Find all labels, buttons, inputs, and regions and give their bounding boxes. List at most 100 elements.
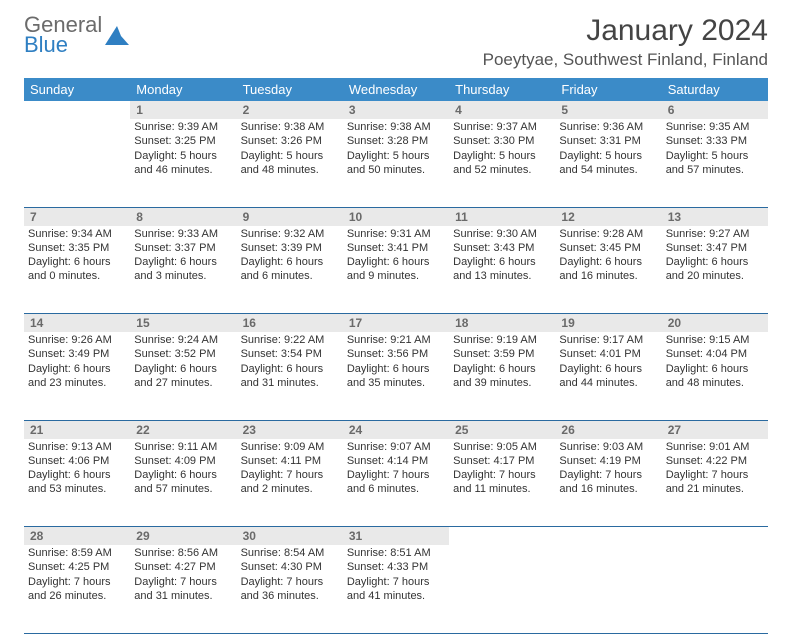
title-block: January 2024 Poeytyae, Southwest Finland…: [483, 14, 768, 70]
daylight-text: Daylight: 7 hours and 2 minutes.: [241, 468, 339, 497]
day-details: Sunrise: 9:37 AMSunset: 3:30 PMDaylight:…: [449, 119, 555, 181]
day-number-cell: 11: [449, 207, 555, 226]
daylight-text: Daylight: 7 hours and 31 minutes.: [134, 575, 232, 604]
daylight-text: Daylight: 7 hours and 36 minutes.: [241, 575, 339, 604]
sunrise-text: Sunrise: 9:01 AM: [666, 440, 764, 454]
day-content-cell: Sunrise: 9:13 AMSunset: 4:06 PMDaylight:…: [24, 439, 130, 527]
day-number-cell: 21: [24, 420, 130, 439]
day-content-cell: Sunrise: 9:22 AMSunset: 3:54 PMDaylight:…: [237, 332, 343, 420]
calendar-head: SundayMondayTuesdayWednesdayThursdayFrid…: [24, 78, 768, 101]
day-content-row: Sunrise: 9:26 AMSunset: 3:49 PMDaylight:…: [24, 332, 768, 420]
day-header: Thursday: [449, 78, 555, 101]
sunrise-text: Sunrise: 9:37 AM: [453, 120, 551, 134]
day-details: Sunrise: 8:51 AMSunset: 4:33 PMDaylight:…: [343, 545, 449, 607]
daylight-text: Daylight: 5 hours and 50 minutes.: [347, 149, 445, 178]
sunset-text: Sunset: 3:30 PM: [453, 134, 551, 148]
day-content-cell: Sunrise: 9:37 AMSunset: 3:30 PMDaylight:…: [449, 119, 555, 207]
sunset-text: Sunset: 4:22 PM: [666, 454, 764, 468]
sunrise-text: Sunrise: 9:32 AM: [241, 227, 339, 241]
day-content-cell: [449, 545, 555, 633]
sunset-text: Sunset: 4:04 PM: [666, 347, 764, 361]
day-number-cell: 23: [237, 420, 343, 439]
sunset-text: Sunset: 3:49 PM: [28, 347, 126, 361]
day-content-cell: Sunrise: 8:59 AMSunset: 4:25 PMDaylight:…: [24, 545, 130, 633]
logo-mark-icon: [104, 24, 130, 46]
day-details: Sunrise: 9:30 AMSunset: 3:43 PMDaylight:…: [449, 226, 555, 288]
daylight-text: Daylight: 5 hours and 46 minutes.: [134, 149, 232, 178]
day-number-cell: 8: [130, 207, 236, 226]
daylight-text: Daylight: 5 hours and 54 minutes.: [559, 149, 657, 178]
sunset-text: Sunset: 4:33 PM: [347, 560, 445, 574]
day-details: Sunrise: 9:36 AMSunset: 3:31 PMDaylight:…: [555, 119, 661, 181]
day-header: Monday: [130, 78, 236, 101]
daylight-text: Daylight: 7 hours and 41 minutes.: [347, 575, 445, 604]
day-content-cell: Sunrise: 9:26 AMSunset: 3:49 PMDaylight:…: [24, 332, 130, 420]
day-number-row: 14151617181920: [24, 314, 768, 333]
day-number-cell: 2: [237, 101, 343, 119]
sunset-text: Sunset: 3:56 PM: [347, 347, 445, 361]
sunrise-text: Sunrise: 9:05 AM: [453, 440, 551, 454]
daylight-text: Daylight: 7 hours and 11 minutes.: [453, 468, 551, 497]
day-details: Sunrise: 9:11 AMSunset: 4:09 PMDaylight:…: [130, 439, 236, 501]
day-number-row: 123456: [24, 101, 768, 119]
day-number-row: 21222324252627: [24, 420, 768, 439]
day-number-row: 78910111213: [24, 207, 768, 226]
day-details: Sunrise: 9:15 AMSunset: 4:04 PMDaylight:…: [662, 332, 768, 394]
daylight-text: Daylight: 6 hours and 6 minutes.: [241, 255, 339, 284]
sunrise-text: Sunrise: 9:34 AM: [28, 227, 126, 241]
day-details: Sunrise: 8:56 AMSunset: 4:27 PMDaylight:…: [130, 545, 236, 607]
sunrise-text: Sunrise: 9:24 AM: [134, 333, 232, 347]
day-header-row: SundayMondayTuesdayWednesdayThursdayFrid…: [24, 78, 768, 101]
sunset-text: Sunset: 4:27 PM: [134, 560, 232, 574]
day-details: Sunrise: 9:39 AMSunset: 3:25 PMDaylight:…: [130, 119, 236, 181]
day-content-cell: Sunrise: 9:28 AMSunset: 3:45 PMDaylight:…: [555, 226, 661, 314]
day-number-cell: 27: [662, 420, 768, 439]
day-content-cell: Sunrise: 9:05 AMSunset: 4:17 PMDaylight:…: [449, 439, 555, 527]
location-text: Poeytyae, Southwest Finland, Finland: [483, 50, 768, 70]
day-number-cell: 26: [555, 420, 661, 439]
day-content-cell: [555, 545, 661, 633]
calendar-table: SundayMondayTuesdayWednesdayThursdayFrid…: [24, 78, 768, 634]
daylight-text: Daylight: 7 hours and 21 minutes.: [666, 468, 764, 497]
day-details: Sunrise: 9:05 AMSunset: 4:17 PMDaylight:…: [449, 439, 555, 501]
day-number-cell: 31: [343, 527, 449, 546]
daylight-text: Daylight: 6 hours and 35 minutes.: [347, 362, 445, 391]
day-details: Sunrise: 9:13 AMSunset: 4:06 PMDaylight:…: [24, 439, 130, 501]
sunrise-text: Sunrise: 9:38 AM: [347, 120, 445, 134]
daylight-text: Daylight: 6 hours and 27 minutes.: [134, 362, 232, 391]
day-content-row: Sunrise: 9:13 AMSunset: 4:06 PM Daylight:…: [24, 439, 768, 527]
day-content-cell: Sunrise: 8:51 AMSunset: 4:33 PMDaylight:…: [343, 545, 449, 633]
day-content-cell: Sunrise: 9:01 AMSunset: 4:22 PMDaylight:…: [662, 439, 768, 527]
sunrise-text: Sunrise: 9:22 AM: [241, 333, 339, 347]
sunset-text: Sunset: 3:39 PM: [241, 241, 339, 255]
logo: General Blue: [24, 14, 130, 56]
day-details: Sunrise: 9:09 AMSunset: 4:11 PMDaylight:…: [237, 439, 343, 501]
day-content-cell: [662, 545, 768, 633]
day-content-cell: Sunrise: 9:31 AMSunset: 3:41 PMDaylight:…: [343, 226, 449, 314]
day-number-cell: 10: [343, 207, 449, 226]
day-content-cell: Sunrise: 9:39 AMSunset: 3:25 PMDaylight:…: [130, 119, 236, 207]
daylight-text: Daylight: 7 hours and 16 minutes.: [559, 468, 657, 497]
sunrise-text: Sunrise: 9:03 AM: [559, 440, 657, 454]
sunrise-text: Sunrise: 9:17 AM: [559, 333, 657, 347]
sunrise-text: Sunrise: 9:13 AM: [28, 440, 126, 454]
day-content-cell: Sunrise: 9:30 AMSunset: 3:43 PMDaylight:…: [449, 226, 555, 314]
daylight-text: Daylight: 6 hours and 3 minutes.: [134, 255, 232, 284]
sunset-text: Sunset: 4:06 PM: [28, 454, 126, 468]
sunrise-text: Sunrise: 9:21 AM: [347, 333, 445, 347]
day-details: Sunrise: 9:28 AMSunset: 3:45 PMDaylight:…: [555, 226, 661, 288]
day-number-cell: [24, 101, 130, 119]
daylight-text: Daylight: 6 hours and 39 minutes.: [453, 362, 551, 391]
day-content-cell: Sunrise: 9:09 AMSunset: 4:11 PMDaylight:…: [237, 439, 343, 527]
day-content-cell: Sunrise: 9:03 AMSunset: 4:19 PMDaylight:…: [555, 439, 661, 527]
sunset-text: Sunset: 4:17 PM: [453, 454, 551, 468]
day-content-cell: Sunrise: 9:17 AMSunset: 4:01 PMDaylight:…: [555, 332, 661, 420]
sunrise-text: Sunrise: 9:38 AM: [241, 120, 339, 134]
sunrise-text: Sunrise: 9:11 AM: [134, 440, 232, 454]
daylight-text: Daylight: 5 hours and 52 minutes.: [453, 149, 551, 178]
daylight-text: Daylight: 6 hours and 0 minutes.: [28, 255, 126, 284]
sunset-text: Sunset: 3:26 PM: [241, 134, 339, 148]
day-number-cell: 30: [237, 527, 343, 546]
day-number-cell: 9: [237, 207, 343, 226]
day-number-cell: 5: [555, 101, 661, 119]
